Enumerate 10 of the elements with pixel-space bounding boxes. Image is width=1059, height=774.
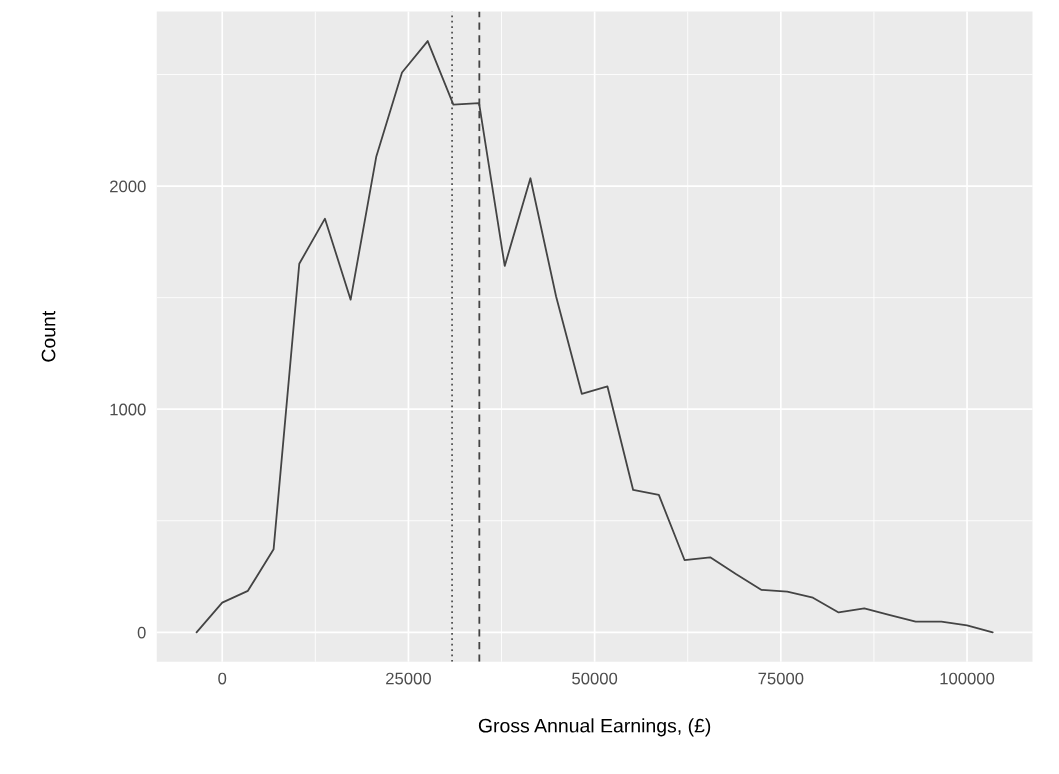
x-tick-label: 25000: [386, 672, 431, 685]
y-tick-label: 1000: [110, 403, 146, 416]
y-axis-title: Count: [41, 310, 56, 362]
y-tick-label: 2000: [110, 180, 146, 193]
x-tick-label: 50000: [572, 672, 618, 685]
x-axis-title: Gross Annual Earnings, (£): [478, 718, 711, 737]
x-tick-label: 0: [218, 672, 227, 685]
x-tick-label: 100000: [940, 672, 995, 685]
y-tick-label: 0: [137, 626, 146, 639]
x-tick-label: 75000: [758, 672, 804, 685]
